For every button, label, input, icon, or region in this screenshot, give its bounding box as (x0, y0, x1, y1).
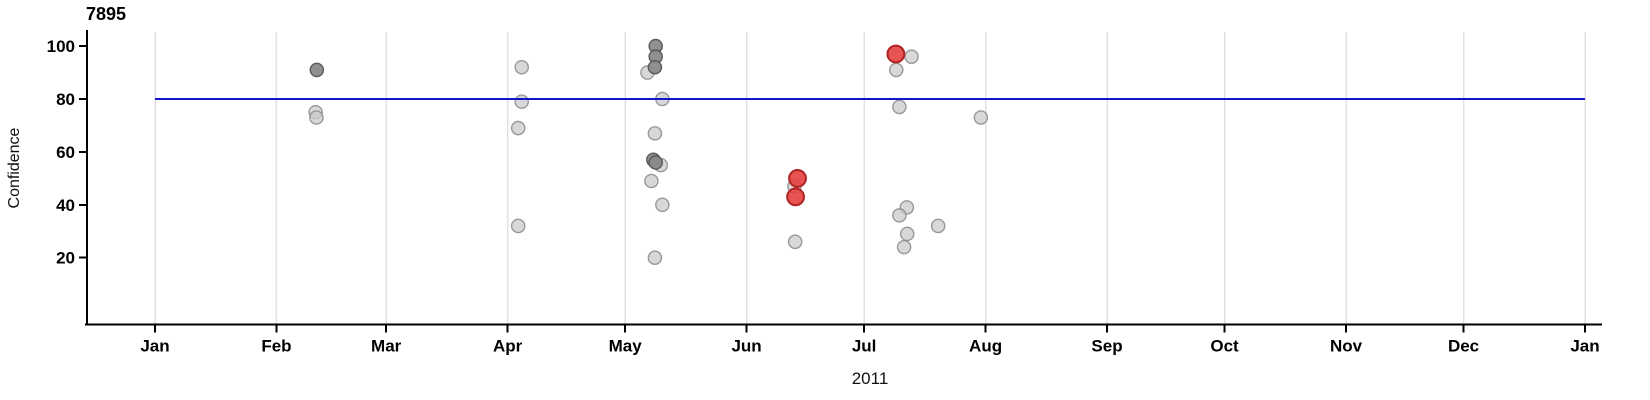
y-tick-label: 40 (56, 196, 75, 215)
x-axis-label: 2011 (851, 369, 889, 388)
data-point-gray (647, 126, 663, 141)
data-point-gray (644, 173, 659, 189)
y-tick-label: 100 (47, 37, 75, 56)
x-tick-label: Oct (1210, 337, 1239, 356)
data-point-gray (787, 234, 803, 250)
data-point-gray (510, 218, 526, 234)
page-title: 7895 (86, 4, 127, 24)
x-tick-label: Feb (261, 337, 291, 356)
data-point-gray (655, 197, 670, 213)
data-point-gray (904, 49, 919, 64)
y-tick-label: 20 (56, 249, 75, 268)
data-point-gray (892, 208, 907, 223)
data-point-gray (892, 99, 907, 115)
x-tick-label: Nov (1330, 337, 1363, 356)
data-point-gray (514, 59, 530, 75)
data-point-gray (647, 59, 663, 75)
data-point-gray (888, 62, 904, 78)
x-tick-label: May (609, 337, 643, 356)
x-tick-label: Dec (1448, 337, 1479, 356)
data-point-gray (930, 218, 946, 234)
data-point-gray (510, 120, 526, 136)
data-point-red (786, 187, 805, 207)
y-tick-label: 80 (56, 90, 75, 109)
x-tick-label: Jan (140, 337, 169, 356)
x-tick-label: Sep (1091, 337, 1122, 356)
x-tick-label: Mar (371, 337, 402, 356)
x-tick-label: Aug (969, 337, 1002, 356)
data-point-red (788, 168, 807, 188)
data-point-gray (647, 250, 663, 266)
x-tick-label: Jan (1570, 337, 1599, 356)
data-point-gray (514, 94, 530, 109)
x-tick-label: Jul (852, 337, 877, 356)
data-point-gray (309, 110, 324, 125)
y-tick-label: 60 (56, 143, 75, 162)
data-point-gray (309, 62, 325, 78)
data-point-gray (899, 226, 915, 242)
y-axis-label: Confidence (6, 127, 23, 209)
x-tick-label: Jun (731, 337, 761, 356)
data-point-gray (648, 155, 663, 170)
data-point-red (886, 44, 906, 64)
x-tick-label: Apr (493, 337, 523, 356)
data-point-gray (973, 110, 989, 125)
data-point-gray (896, 239, 912, 255)
